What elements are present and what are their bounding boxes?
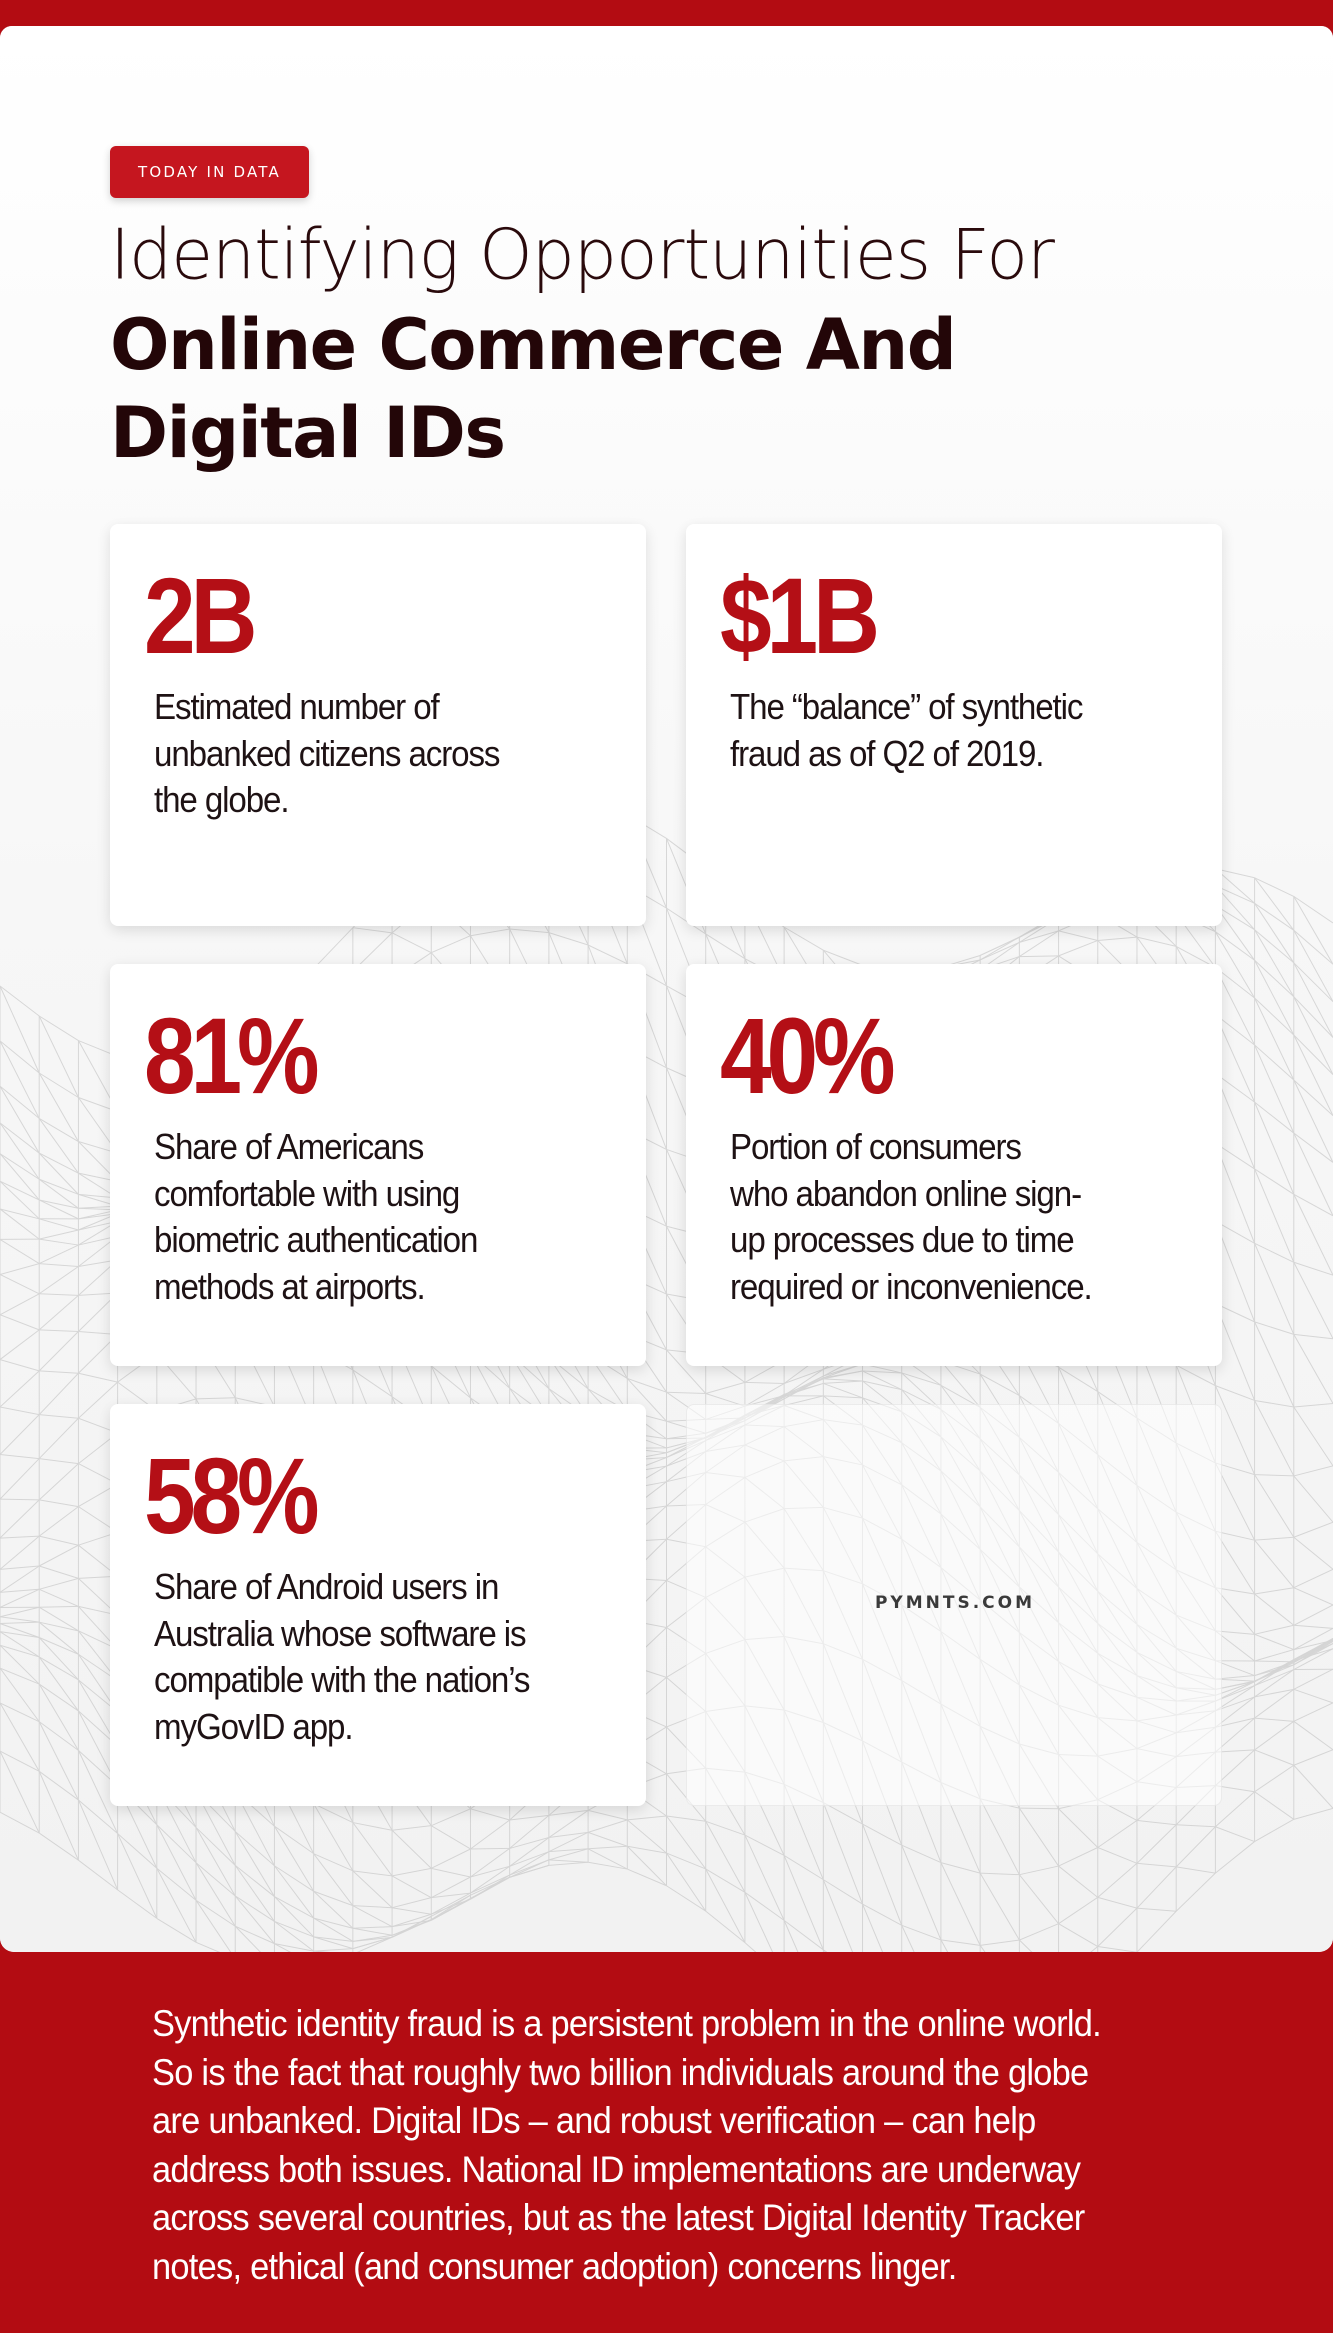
stat-card-android-mygovid: 58% Share of Android users in Australia … [110,1404,646,1806]
footer-line: notes, ethical (and consumer adoption) c… [152,2245,957,2287]
desc-line: biometric authentication [154,1219,478,1260]
stat-card-abandon-signup: 40% Portion of consumers who abandon onl… [686,964,1222,1366]
brand-wordmark: PYMNTS.COM [874,1593,1036,1613]
desc-line: Share of Android users in [154,1566,499,1607]
page-title-line-2: Online Commerce And [110,304,957,386]
desc-line: Portion of consumers [730,1126,1022,1167]
desc-line: myGovID app. [154,1705,354,1747]
stat-card-synthetic-fraud: $1B The “balance” of synthetic fraud as … [686,524,1222,926]
stat-description: Share of Android users in Australia whos… [154,1564,586,1750]
desc-line: who abandon online sign- [730,1172,1082,1214]
desc-line: Share of Americans [154,1126,424,1167]
stat-value: 2B [144,555,258,676]
stat-description: The “balance” of synthetic fraud as of Q… [730,684,1162,777]
stat-card-unbanked: 2B Estimated number of unbanked citizens… [110,524,646,926]
stat-value: $1B [720,555,880,676]
desc-line: unbanked citizens across [154,732,501,774]
desc-line: the globe. [154,779,290,820]
stat-description: Share of Americans comfortable with usin… [154,1124,586,1310]
desc-line: comfortable with using [154,1172,460,1214]
stat-value: 81% [144,995,320,1116]
desc-line: compatible with the nation’s [154,1659,530,1700]
page-title-bold: Online Commerce And Digital IDs [110,301,957,477]
desc-line: methods at airports. [154,1265,426,1307]
desc-line: required or inconvenience. [730,1265,1093,1307]
top-strip [0,0,1333,26]
desc-line: up processes due to time [730,1219,1075,1260]
stat-description: Portion of consumers who abandon online … [730,1124,1162,1310]
desc-line: The “balance” of synthetic [730,686,1083,727]
footer-line: across several countries, but as the lat… [152,2197,1085,2238]
stat-description: Estimated number of unbanked citizens ac… [154,684,586,824]
brand-placeholder-card: PYMNTS.COM [686,1404,1222,1806]
today-in-data-tag: TODAY IN DATA [110,146,309,198]
footer-summary: Synthetic identity fraud is a persistent… [152,2000,1129,2291]
footer-line: Synthetic identity fraud is a persistent… [152,2003,1102,2044]
page-title-line-1: Identifying Opportunities For [110,215,1055,296]
stat-value: 40% [720,995,896,1116]
footer-line: So is the fact that roughly two billion … [152,2051,1089,2093]
stat-value: 58% [144,1435,320,1556]
page-title-line-3: Digital IDs [110,392,506,474]
stat-card-biometric-airports: 81% Share of Americans comfortable with … [110,964,646,1366]
footer-line: are unbanked. Digital IDs – and robust v… [152,2100,1036,2141]
desc-line: Estimated number of [154,686,440,727]
desc-line: Australia whose software is [154,1612,527,1654]
content-panel: TODAY IN DATA Identifying Opportunities … [0,26,1333,1952]
desc-line: fraud as of Q2 of 2019. [730,732,1045,774]
footer-line: address both issues. National ID impleme… [152,2148,1081,2190]
